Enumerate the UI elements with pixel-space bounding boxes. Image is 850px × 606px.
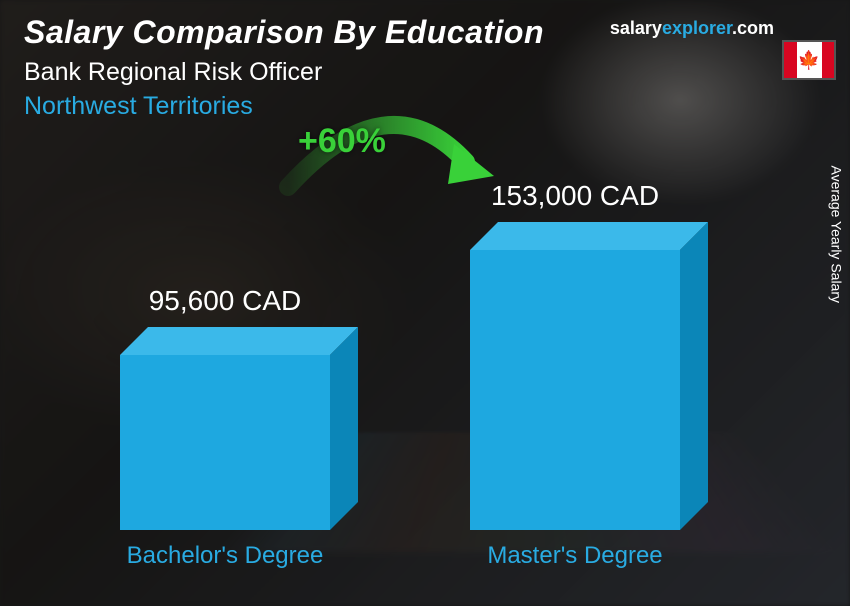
bar-side-face	[330, 327, 358, 530]
bar-category-label: Master's Degree	[470, 534, 680, 570]
bar-value-label: 95,600 CAD	[120, 285, 330, 317]
brand-prefix: salary	[610, 18, 662, 38]
increase-percentage: +60%	[298, 122, 386, 161]
bar-value-label: 153,000 CAD	[470, 180, 680, 212]
increase-arrow-icon	[278, 102, 498, 222]
canada-flag-icon: 🍁	[782, 40, 836, 80]
region-label: Northwest Territories	[24, 92, 253, 121]
bar-category-label: Bachelor's Degree	[120, 534, 330, 570]
content-layer: Salary Comparison By Education Bank Regi…	[0, 0, 850, 606]
brand-mid: explorer	[662, 18, 732, 38]
y-axis-label: Average Yearly Salary	[828, 166, 844, 304]
bar-side-face	[680, 222, 708, 530]
flag-left-bar	[784, 42, 797, 78]
maple-leaf-icon: 🍁	[798, 51, 820, 69]
bar-bachelor-s-degree: 95,600 CADBachelor's Degree	[120, 327, 330, 530]
flag-center: 🍁	[797, 42, 822, 78]
bar-top-face	[470, 222, 708, 250]
brand-suffix: .com	[732, 18, 774, 38]
bar-top-face	[120, 327, 358, 355]
page-title: Salary Comparison By Education	[24, 14, 544, 51]
bar-master-s-degree: 153,000 CADMaster's Degree	[470, 222, 680, 530]
bar-front-face	[120, 355, 330, 530]
job-subtitle: Bank Regional Risk Officer	[24, 58, 322, 87]
bar-front-face	[470, 250, 680, 530]
flag-right-bar	[822, 42, 835, 78]
brand-watermark: salaryexplorer.com	[610, 18, 774, 39]
